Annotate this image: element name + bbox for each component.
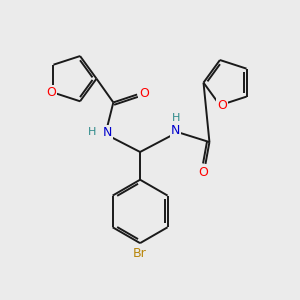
Text: O: O <box>199 166 208 179</box>
Text: O: O <box>46 86 56 99</box>
Text: O: O <box>139 87 149 100</box>
Text: N: N <box>171 124 180 137</box>
Text: N: N <box>103 126 112 139</box>
Text: O: O <box>217 99 227 112</box>
Text: H: H <box>172 113 180 123</box>
Text: Br: Br <box>133 247 147 260</box>
Text: H: H <box>88 127 97 137</box>
